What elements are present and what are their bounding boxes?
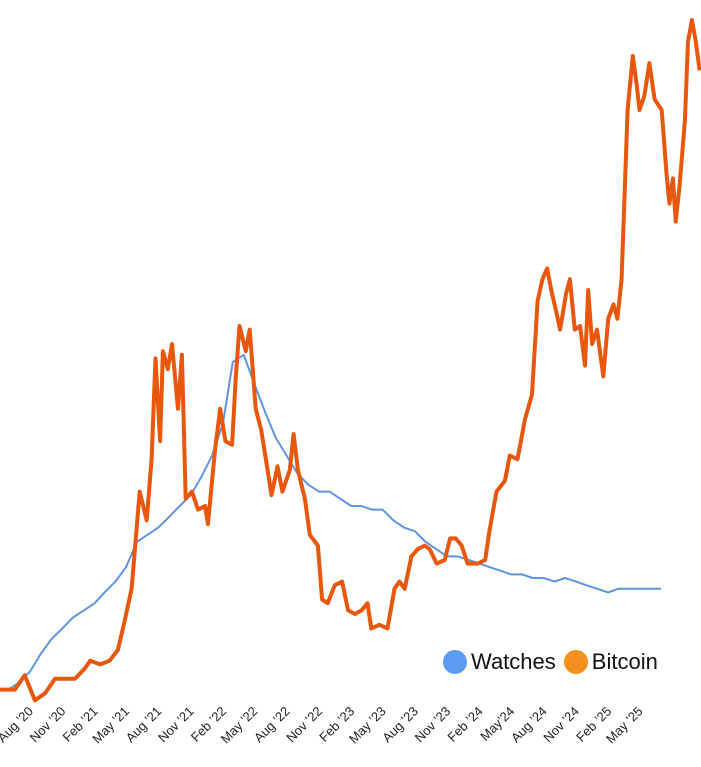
legend-label-watches: Watches [471,649,556,674]
series-line-bitcoin [0,18,701,703]
legend-item-bitcoin[interactable]: Bitcoin [563,649,658,675]
x-tick-label: Nov ’21 [155,704,197,746]
x-tick-label: Nov ’22 [283,704,325,746]
watches-swatch-icon [443,650,467,674]
legend: Watches Bitcoin [443,649,666,675]
bitcoin-swatch-icon [563,650,588,674]
legend-label-bitcoin: Bitcoin [591,649,658,674]
series-line-watches [0,353,661,691]
legend-item-watches[interactable]: Watches [443,649,556,675]
x-tick-label: Nov ’24 [540,704,582,746]
x-tick-label: Nov ’23 [412,704,454,746]
plot-area [0,18,701,703]
x-tick-label: Feb ’24 [444,704,485,745]
x-tick-label: Nov ’20 [27,704,69,746]
